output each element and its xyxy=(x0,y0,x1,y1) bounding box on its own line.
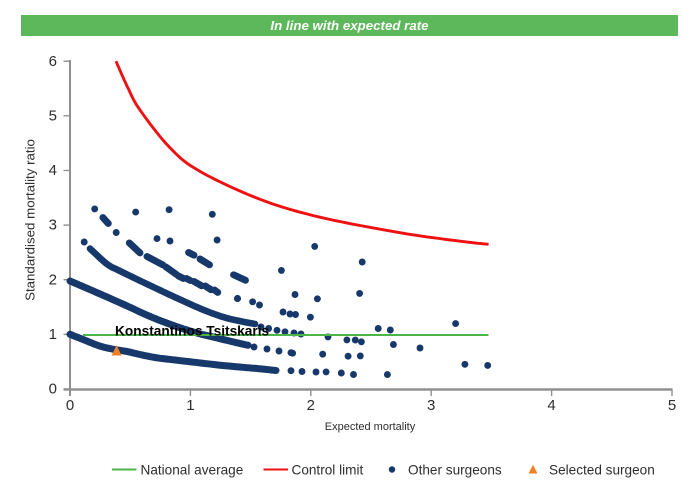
svg-text:1: 1 xyxy=(49,326,57,343)
svg-text:0: 0 xyxy=(66,397,74,414)
svg-text:1: 1 xyxy=(186,397,194,414)
svg-text:National average: National average xyxy=(141,462,244,477)
svg-text:2: 2 xyxy=(307,397,315,414)
svg-text:Other surgeons: Other surgeons xyxy=(408,462,502,477)
svg-text:Standardised mortality ratio: Standardised mortality ratio xyxy=(23,139,38,301)
svg-text:Konstantinos Tsitskaris: Konstantinos Tsitskaris xyxy=(115,324,270,339)
svg-text:4: 4 xyxy=(547,397,555,414)
svg-text:3: 3 xyxy=(427,397,435,414)
svg-text:4: 4 xyxy=(49,162,57,179)
svg-text:2: 2 xyxy=(49,271,57,288)
svg-text:6: 6 xyxy=(49,53,57,70)
svg-text:5: 5 xyxy=(668,397,676,414)
svg-text:3: 3 xyxy=(49,217,57,234)
svg-text:Selected surgeon: Selected surgeon xyxy=(549,462,655,477)
svg-text:0: 0 xyxy=(49,381,57,398)
svg-text:Expected mortality: Expected mortality xyxy=(325,421,416,433)
svg-text:In line with expected rate: In line with expected rate xyxy=(270,18,429,33)
svg-text:Control limit: Control limit xyxy=(292,462,364,477)
svg-text:5: 5 xyxy=(49,107,57,124)
